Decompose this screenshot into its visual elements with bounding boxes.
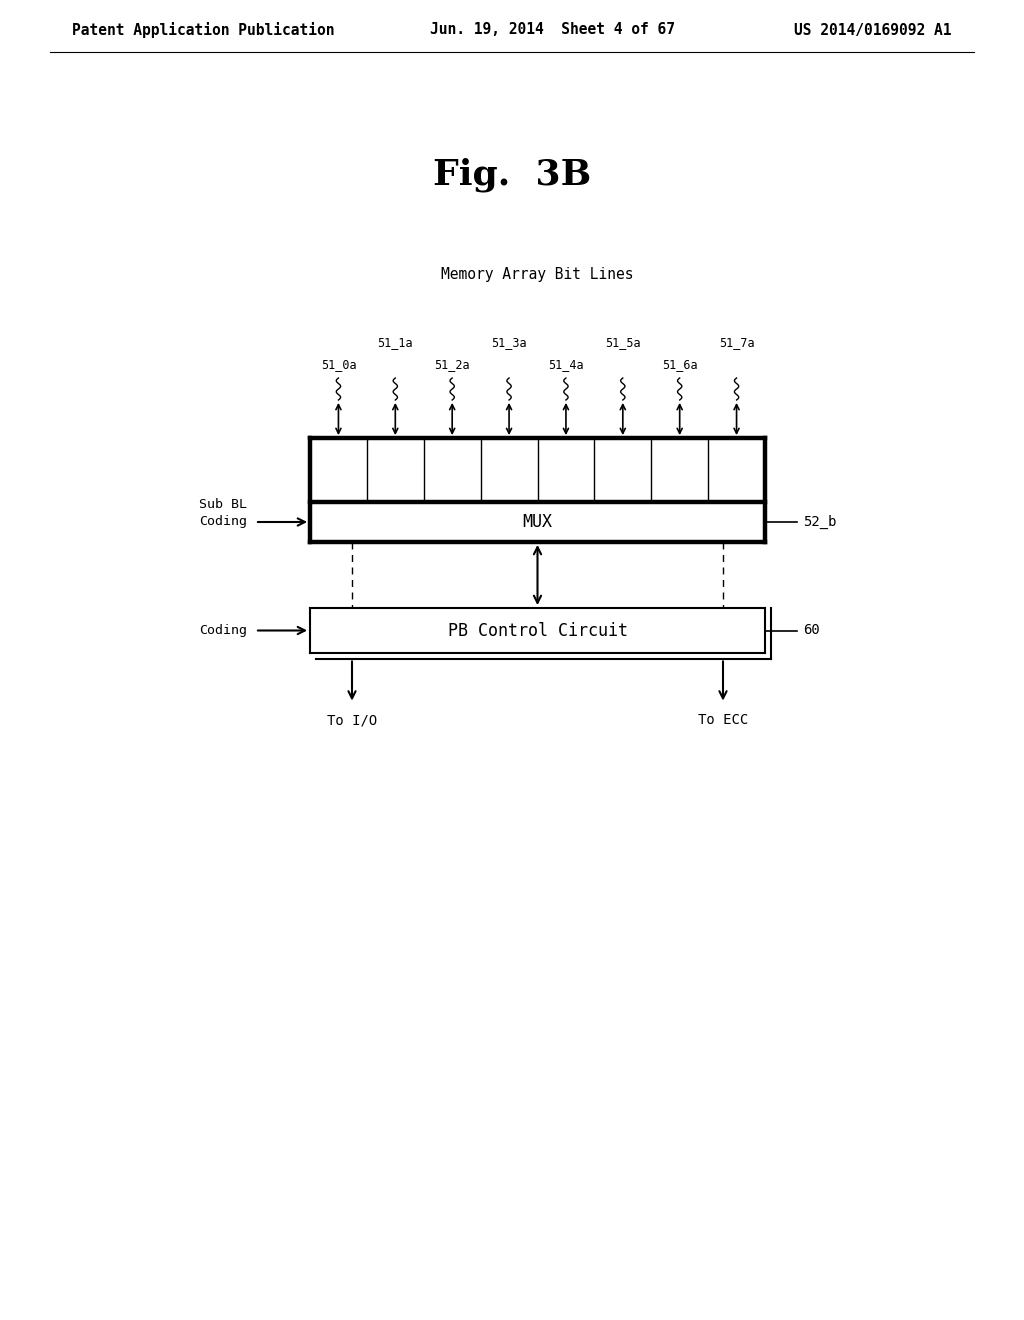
Text: MUX: MUX	[522, 513, 553, 531]
Text: 51_5a: 51_5a	[605, 337, 641, 348]
Text: Memory Array Bit Lines: Memory Array Bit Lines	[441, 268, 634, 282]
Text: 60: 60	[803, 623, 820, 638]
Text: To I/O: To I/O	[327, 714, 377, 727]
Text: Sub BL
Coding: Sub BL Coding	[199, 499, 247, 528]
Text: To ECC: To ECC	[698, 714, 749, 727]
Text: 51_2a: 51_2a	[434, 358, 470, 371]
Text: 51_3a: 51_3a	[492, 337, 527, 348]
Text: 51_6a: 51_6a	[662, 358, 697, 371]
Text: 51_4a: 51_4a	[548, 358, 584, 371]
Text: 52_b: 52_b	[803, 515, 837, 529]
Text: Patent Application Publication: Patent Application Publication	[72, 22, 335, 38]
Text: 51_0a: 51_0a	[321, 358, 356, 371]
Text: 51_1a: 51_1a	[378, 337, 413, 348]
Text: Coding: Coding	[199, 624, 247, 638]
Text: US 2014/0169092 A1: US 2014/0169092 A1	[795, 22, 952, 37]
Text: Jun. 19, 2014  Sheet 4 of 67: Jun. 19, 2014 Sheet 4 of 67	[430, 22, 675, 37]
Text: Fig.  3B: Fig. 3B	[433, 158, 591, 193]
Text: PB Control Circuit: PB Control Circuit	[447, 622, 628, 639]
Text: 51_7a: 51_7a	[719, 337, 755, 348]
